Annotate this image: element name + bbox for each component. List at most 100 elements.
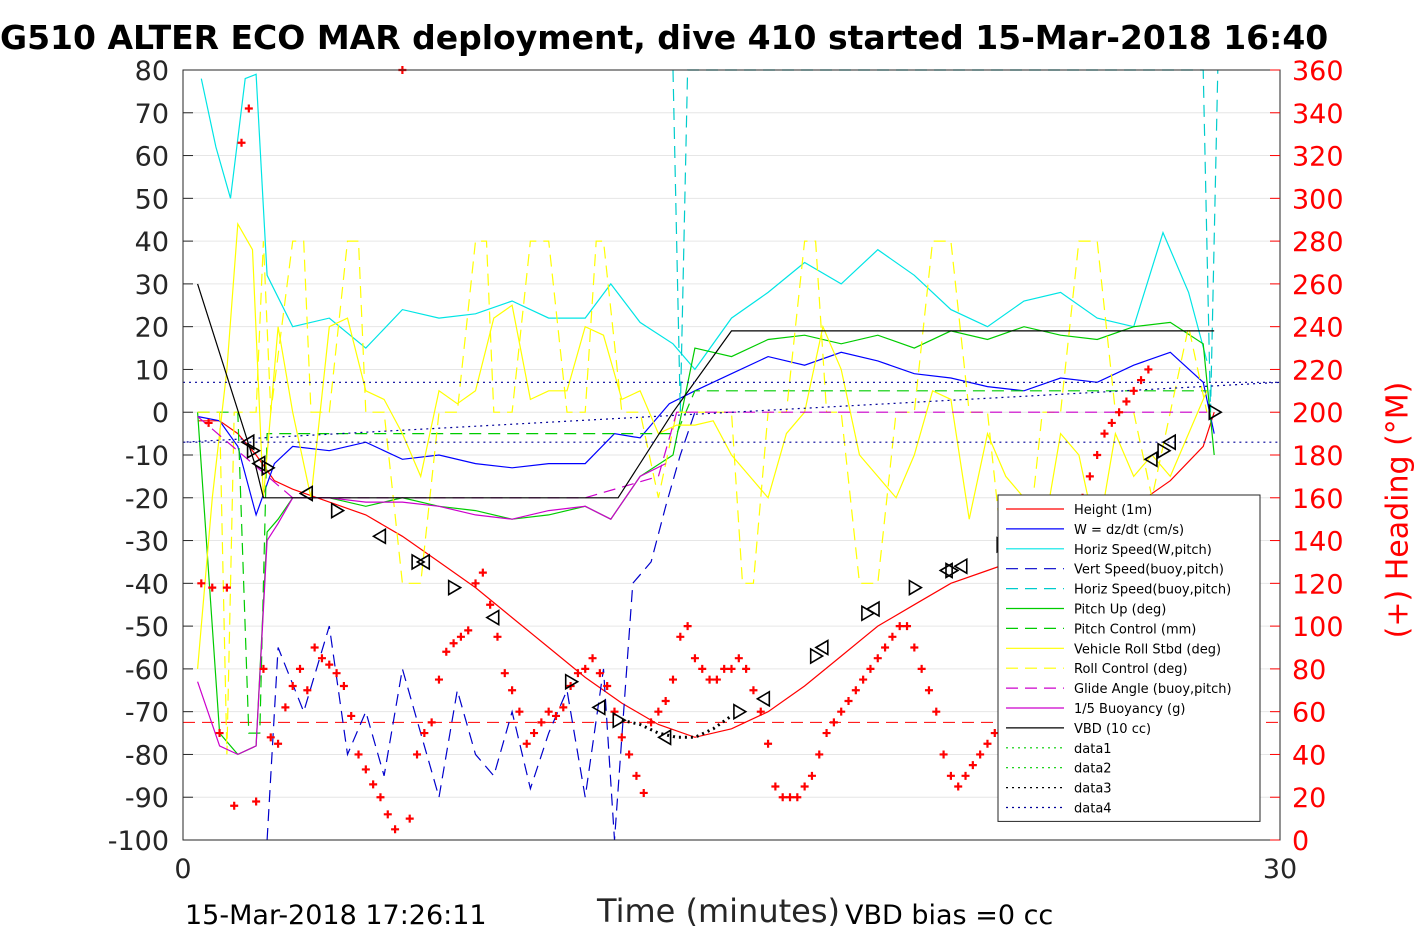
- legend-entry: data1: [1074, 742, 1112, 757]
- heading-point: [661, 696, 670, 705]
- heading-point: [815, 750, 824, 759]
- heading-point: [939, 750, 948, 759]
- y2tick-label: 280: [1292, 227, 1344, 258]
- heading-point: [946, 771, 955, 780]
- heading-point: [1085, 472, 1094, 481]
- heading-point: [873, 654, 882, 663]
- heading-point: [383, 810, 392, 819]
- heading-points: [197, 66, 1153, 834]
- ytick-label: 50: [135, 184, 169, 215]
- y2tick-label: 120: [1292, 569, 1344, 600]
- heading-point: [1144, 365, 1153, 374]
- triangle-marker: [411, 553, 426, 571]
- heading-point: [486, 600, 495, 609]
- heading-point: [413, 750, 422, 759]
- legend-entry: 1/5 Buoyancy (g): [1074, 702, 1185, 717]
- heading-point: [1093, 451, 1102, 459]
- heading-point: [405, 814, 414, 823]
- heading-point: [500, 669, 509, 678]
- y2tick-label: 100: [1292, 612, 1344, 643]
- heading-point: [683, 622, 692, 631]
- y2-axis-label: (+) Heading (°M): [1380, 381, 1416, 639]
- triangle-marker: [251, 455, 266, 472]
- heading-point: [676, 632, 685, 641]
- heading-point: [303, 686, 312, 695]
- triangle-marker: [246, 442, 262, 460]
- legend-entry: data2: [1074, 762, 1112, 777]
- heading-point: [1100, 429, 1109, 438]
- left-axis-ticks: -100-90-80-70-60-50-40-30-20-10010203040…: [108, 56, 193, 857]
- legend-entry: data3: [1074, 782, 1112, 797]
- heading-point: [544, 707, 553, 716]
- heading-point: [325, 660, 334, 669]
- heading-point: [829, 718, 838, 727]
- heading-point: [208, 583, 217, 592]
- footer-timestamp: 15-Mar-2018 17:26:11: [185, 900, 487, 931]
- heading-point: [712, 675, 721, 684]
- heading-point: [296, 664, 305, 673]
- heading-point: [288, 682, 297, 690]
- y2tick-label: 40: [1292, 740, 1326, 771]
- y2tick-label: 160: [1292, 484, 1344, 515]
- heading-point: [252, 797, 261, 806]
- triangle-marker: [261, 459, 276, 477]
- heading-point: [391, 825, 400, 834]
- heading-point: [442, 647, 451, 656]
- ytick-label: 80: [135, 56, 169, 87]
- ytick-label: -10: [125, 441, 169, 472]
- heading-point: [888, 632, 897, 641]
- y2tick-label: 200: [1292, 398, 1344, 429]
- triangle-marker: [612, 711, 627, 729]
- triangle-marker: [755, 690, 771, 708]
- heading-point: [581, 664, 590, 673]
- triangle-marker: [733, 703, 748, 721]
- triangle-marker: [953, 557, 968, 575]
- ytick-label: -30: [125, 527, 169, 558]
- heading-point: [471, 579, 480, 588]
- x-axis-label: Time (minutes): [597, 892, 840, 930]
- legend: Height (1m) W = dz/dt (cm/s) Horiz Speed(W…: [997, 494, 1261, 822]
- triangle-marker: [1143, 450, 1158, 468]
- heading-point: [771, 782, 780, 791]
- heading-point: [522, 739, 531, 748]
- heading-point: [434, 675, 443, 684]
- heading-point: [932, 707, 941, 716]
- ytick-label: -50: [125, 612, 169, 643]
- series-line-3: [266, 412, 696, 841]
- legend-entry: data4: [1074, 802, 1112, 817]
- heading-point: [668, 675, 677, 684]
- heading-point: [420, 729, 429, 738]
- triangle-marker: [657, 728, 672, 746]
- heading-point: [515, 707, 524, 716]
- triangle-marker: [298, 485, 314, 502]
- heading-point: [244, 104, 253, 113]
- ytick-label: 20: [135, 313, 169, 344]
- heading-point: [559, 703, 568, 712]
- series-line-10: [197, 463, 666, 756]
- heading-point: [204, 418, 213, 427]
- heading-point: [990, 729, 999, 738]
- heading-point: [573, 669, 582, 678]
- ytick-label: -70: [125, 698, 169, 729]
- triangle-marker: [1161, 433, 1176, 451]
- heading-point: [237, 138, 246, 147]
- heading-point: [778, 793, 787, 802]
- heading-point: [793, 793, 802, 802]
- y2tick-label: 340: [1292, 99, 1344, 130]
- heading-point: [786, 793, 795, 802]
- heading-point: [347, 711, 356, 720]
- y2tick-label: 240: [1292, 313, 1344, 344]
- legend-entry: Vert Speed(buoy,pitch): [1074, 563, 1224, 578]
- heading-point: [369, 780, 378, 789]
- heading-point: [954, 782, 963, 791]
- y2tick-label: 220: [1292, 355, 1344, 386]
- heading-point: [807, 771, 816, 780]
- x-axis-ticks: 0 30: [174, 830, 1297, 885]
- triangle-marker: [1208, 403, 1223, 421]
- heading-point: [844, 696, 853, 705]
- heading-point: [339, 682, 348, 690]
- legend-entry: VBD (10 cc): [1074, 722, 1151, 737]
- chart-title: G510 ALTER ECO MAR deployment, dive 410 …: [0, 18, 1329, 57]
- heading-point: [639, 788, 648, 797]
